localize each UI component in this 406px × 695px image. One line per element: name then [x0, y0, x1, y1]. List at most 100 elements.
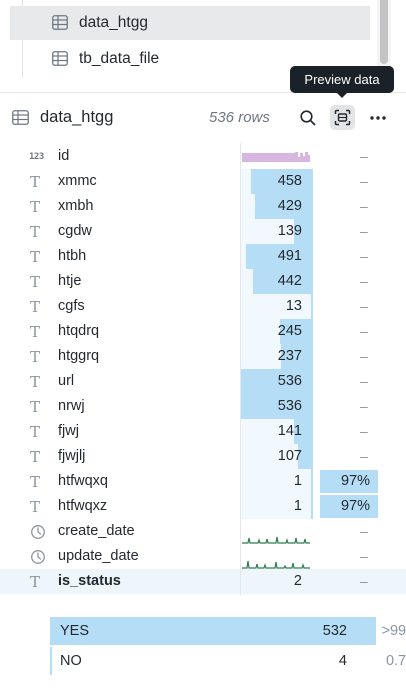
distinct-bar [294, 219, 313, 244]
preview-data-icon [334, 109, 351, 126]
id-histogram [242, 152, 310, 162]
text-type-icon: T [30, 223, 41, 241]
table-icon [52, 51, 68, 66]
null-pct: – [360, 548, 368, 564]
null-pct: – [360, 448, 368, 464]
distinct-count: 442 [277, 273, 302, 289]
null-pct: – [360, 398, 368, 414]
distinct-bar [251, 169, 313, 194]
column-name: update_date [58, 548, 139, 564]
distinct-count: 491 [277, 248, 302, 264]
number-type-icon: 123 [29, 152, 44, 162]
distinct-count: 245 [277, 323, 302, 339]
tooltip-text: Preview data [304, 72, 380, 87]
distinct-count: 536 [277, 373, 302, 389]
null-pct: 97% [340, 473, 370, 489]
null-pct: – [360, 148, 368, 164]
null-pct-bar [320, 495, 378, 518]
search-icon[interactable] [299, 109, 317, 127]
distinct-bar [240, 394, 313, 419]
text-type-icon: T [30, 398, 41, 416]
column-divider [240, 143, 241, 595]
table-icon [12, 110, 29, 125]
scrollbar-thumb[interactable] [380, 0, 388, 64]
value-row-yes[interactable]: YES 532 >99% [50, 617, 406, 645]
preview-data-tooltip: Preview data [290, 66, 394, 98]
null-pct: – [360, 373, 368, 389]
distinct-count: 1 [293, 473, 302, 489]
distinct-count: 139 [277, 223, 302, 239]
null-pct: – [360, 198, 368, 214]
column-name: cgfs [58, 298, 85, 314]
null-pct: – [360, 573, 368, 589]
more-icon[interactable] [368, 109, 388, 127]
value-count: 532 [322, 623, 347, 639]
column-name: xmmc [58, 173, 97, 189]
tree-item-label: tb_data_file [79, 50, 160, 67]
null-pct: 97% [340, 498, 370, 514]
null-pct: – [360, 423, 368, 439]
value-pct: 0.7% [385, 653, 406, 669]
column-name: url [58, 373, 75, 389]
distinct-bar-track [240, 494, 313, 519]
distinct-bar [246, 244, 313, 269]
column-row-create-date[interactable]: create_date – [0, 519, 406, 544]
null-pct: – [360, 273, 368, 289]
distinct-bar [311, 469, 313, 494]
distinct-count: 2 [293, 573, 302, 589]
distinct-count: 107 [277, 448, 302, 464]
column-name: id [58, 148, 70, 164]
value-label: NO [60, 653, 82, 669]
text-type-icon: T [30, 348, 41, 366]
table-header: data_htgg 536 rows [0, 100, 406, 136]
value-bar [50, 617, 376, 645]
text-type-icon: T [30, 198, 41, 216]
column-name: create_date [58, 523, 135, 539]
text-type-icon: T [30, 473, 41, 491]
column-name: fjwj [58, 423, 79, 439]
column-name: xmbh [58, 198, 94, 214]
text-type-icon: T [30, 573, 41, 591]
column-name: htje [58, 273, 82, 289]
distinct-count: 1 [293, 498, 302, 514]
null-pct: – [360, 323, 368, 339]
column-name: fjwjlj [58, 448, 86, 464]
column-row-update-date[interactable]: update_date – [0, 544, 406, 569]
tree-item-data-htgg[interactable]: data_htgg [10, 6, 370, 40]
text-type-icon: T [30, 373, 41, 391]
column-name: nrwj [58, 398, 85, 414]
value-pct: >99% [381, 623, 406, 639]
text-type-icon: T [30, 173, 41, 191]
text-type-icon: T [30, 323, 41, 341]
value-row-no[interactable]: NO 4 0.7% [50, 647, 406, 675]
preview-data-button[interactable] [330, 105, 355, 130]
null-pct: – [360, 248, 368, 264]
null-pct: – [360, 298, 368, 314]
tree-item-label: data_htgg [79, 14, 148, 31]
text-type-icon: T [30, 448, 41, 466]
column-row-id[interactable]: 123 id – [0, 144, 406, 169]
row-count: 536 rows [209, 109, 270, 126]
tree-item-tb-data-file[interactable]: tb_data_file [10, 42, 370, 76]
value-count: 4 [338, 653, 347, 669]
distinct-bar [253, 269, 313, 294]
column-name: is_status [58, 573, 121, 589]
text-type-icon: T [30, 248, 41, 266]
distinct-count: 536 [277, 398, 302, 414]
text-type-icon: T [30, 298, 41, 316]
